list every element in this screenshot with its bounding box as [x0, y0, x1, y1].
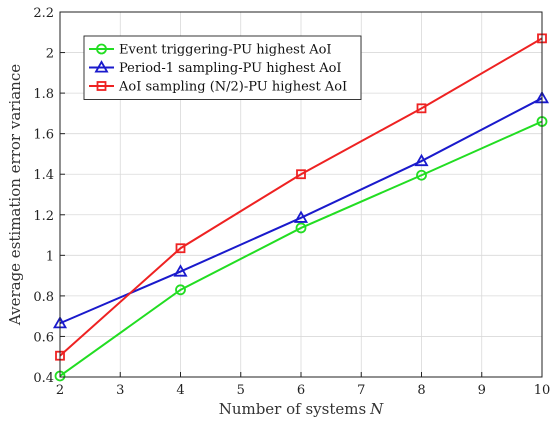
x-tick-label: 9 [478, 383, 486, 398]
x-tick-label: 5 [237, 383, 245, 398]
data-point [175, 284, 186, 296]
x-tick-label: 10 [534, 383, 550, 398]
x-axis-label-text: Number of systems [219, 400, 366, 418]
y-tick-label: 1.8 [33, 87, 54, 102]
data-point [295, 222, 307, 234]
legend-entry: Period-1 sampling-PU highest AoI [89, 60, 342, 76]
series-line [59, 97, 543, 325]
x-tick-label: 2 [56, 383, 64, 398]
legend-box [83, 35, 362, 100]
tick-labels: 2 3 4 5 6 7 8 9 10 0.4 0.6 0.8 1 1.2 1.4 1.6 1.8 2 2.2 [33, 6, 550, 398]
legend-swatch-marker [94, 60, 109, 73]
data-point [414, 153, 429, 167]
legend-label: Period-1 sampling-PU highest AoI [119, 61, 342, 76]
legend-label: Event triggering-PU highest AoI [119, 43, 332, 58]
legend-entry: Event triggering-PU highest AoI [89, 43, 332, 58]
x-tick-label: 8 [417, 383, 425, 398]
x-axis-label-variable: N [369, 400, 384, 418]
y-axis-label: Average estimation error variance [6, 64, 24, 326]
data-point [416, 169, 427, 181]
data-point [293, 210, 309, 223]
data-point [173, 264, 188, 277]
series-layer [52, 33, 550, 382]
series-line [59, 120, 543, 377]
y-tick-label: 2.2 [33, 6, 54, 21]
data-point [416, 103, 427, 114]
x-tick-label: 6 [297, 383, 305, 398]
data-point [296, 169, 306, 180]
y-tick-label: 0.6 [33, 330, 54, 345]
legend-swatch-marker [96, 43, 107, 55]
x-axis-label: Number of systems N [219, 400, 384, 418]
x-tick-label: 7 [357, 383, 365, 398]
legend-label: AoI sampling (N/2)-PU highest AoI [118, 80, 347, 95]
y-tick-label: 1.2 [33, 209, 54, 224]
legend-entry: AoI sampling (N/2)-PU highest AoI [89, 80, 347, 95]
y-tick-label: 2 [46, 47, 54, 62]
x-tick-label: 3 [116, 383, 124, 398]
y-tick-label: 1.6 [33, 128, 54, 143]
x-tick-label: 4 [176, 383, 184, 398]
y-tick-label: 1.4 [33, 168, 54, 183]
legend-swatch-marker [96, 81, 107, 91]
series-line [59, 37, 543, 357]
y-tick-label: 0.4 [33, 371, 54, 386]
data-point [175, 243, 186, 254]
y-tick-label: 0.8 [33, 290, 54, 305]
legend: Event triggering-PU highest AoI Period-1 … [83, 35, 362, 100]
y-tick-label: 1 [46, 249, 54, 264]
